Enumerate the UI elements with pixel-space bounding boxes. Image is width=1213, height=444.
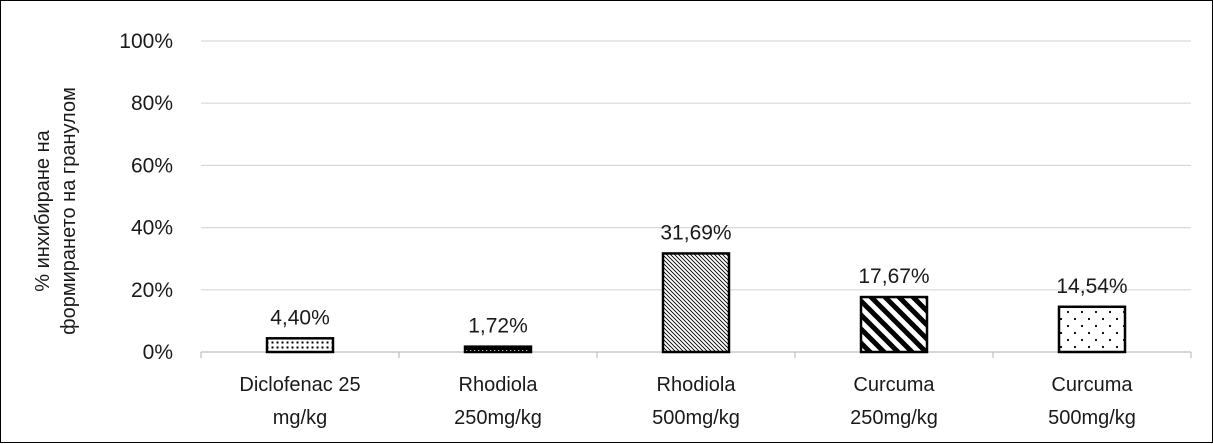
category-label: mg/kg xyxy=(273,407,327,429)
y-axis-title-line-1: % инхибиране на xyxy=(32,129,54,291)
gridlines xyxy=(200,40,1192,358)
y-axis-title-line-2: формирането на гранулом xyxy=(58,87,80,335)
category-label: Rhodiola xyxy=(657,374,737,396)
category-label: Curcuma xyxy=(1051,374,1133,396)
category-label: 250mg/kg xyxy=(850,407,938,429)
data-labels: 4,40% 1,72% 31,69% 17,67% 14,54% xyxy=(270,221,1127,337)
y-tick-label: 0% xyxy=(143,341,173,364)
category-label: Curcuma xyxy=(853,374,935,396)
y-tick-label: 80% xyxy=(131,92,173,115)
data-label: 31,69% xyxy=(660,221,731,244)
y-axis-ticks: 0% 20% 40% 60% 80% 100% xyxy=(119,30,173,364)
category-label: 500mg/kg xyxy=(652,407,740,429)
category-label: Diclofenac 25 xyxy=(239,374,360,396)
category-label: 250mg/kg xyxy=(454,407,542,429)
y-tick-label: 100% xyxy=(119,30,173,53)
bar xyxy=(1057,305,1127,354)
bar xyxy=(463,345,533,354)
category-label: 500mg/kg xyxy=(1048,407,1136,429)
bar xyxy=(265,337,335,354)
y-axis-title: % инхибиране на формирането на гранулом xyxy=(32,87,80,335)
data-label: 17,67% xyxy=(858,265,929,288)
category-labels: Diclofenac 25 mg/kg Rhodiola 250mg/kg Rhodio… xyxy=(239,374,1136,429)
data-label: 4,40% xyxy=(270,306,330,329)
category-label: Rhodiola xyxy=(459,374,539,396)
bar xyxy=(661,252,731,354)
data-label: 14,54% xyxy=(1056,275,1127,298)
bar xyxy=(859,295,929,354)
y-tick-label: 20% xyxy=(131,279,173,302)
y-tick-label: 40% xyxy=(131,217,173,240)
bars xyxy=(265,252,1127,354)
data-label: 1,72% xyxy=(468,315,528,338)
y-tick-label: 60% xyxy=(131,154,173,177)
